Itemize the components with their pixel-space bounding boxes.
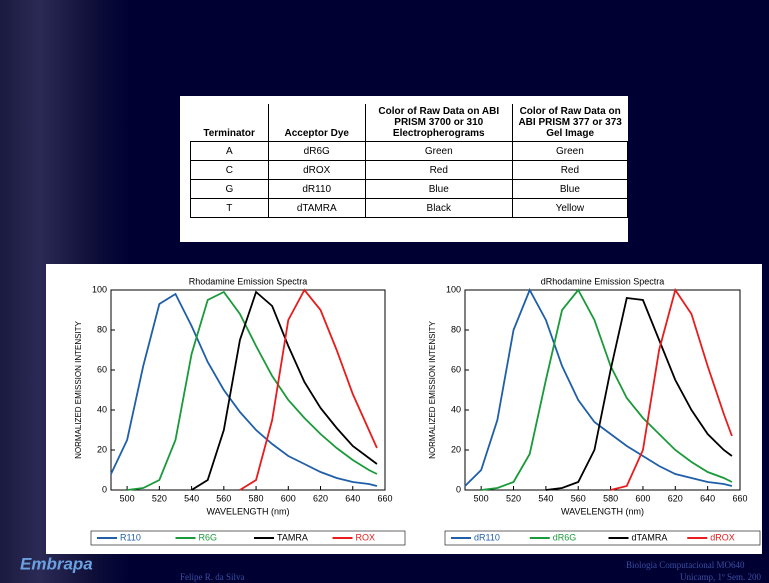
x-tick-label: 640 [700,493,715,503]
series-line [545,297,733,491]
legend-label: R110 [120,532,141,542]
table-cell: Yellow [511,198,629,218]
legend-label: dR110 [474,532,500,542]
series-line [191,290,378,491]
y-tick-label: 100 [92,284,107,294]
y-tick-label: 40 [97,404,107,414]
x-tick-label: 500 [120,493,135,503]
x-tick-label: 660 [732,493,747,503]
y-tick-label: 0 [102,484,107,494]
x-tick-label: 660 [377,493,392,503]
table-cell: dTAMRA [267,198,366,218]
x-tick-label: 540 [538,493,553,503]
x-tick-label: 620 [668,493,683,503]
header-cell: Acceptor Dye [267,104,366,142]
legend-box [444,530,761,546]
plot-frame [464,289,741,491]
y-tick-label: 100 [446,284,461,294]
logo: Embrapa [20,554,93,573]
chart-panel [46,264,762,554]
header-cell: Color of Raw Data on ABI PRISM 377 or 37… [511,104,628,142]
y-tick-label: 80 [451,324,461,334]
x-axis-label: WAVELENGTH (nm) [561,506,644,516]
x-tick-label: 520 [506,493,521,503]
y-tick-label: 20 [451,444,461,454]
legend-label: dTAMRA [632,532,668,542]
x-axis-label: WAVELENGTH (nm) [206,506,289,516]
x-tick-label: 580 [249,493,264,503]
y-axis-label: NORMALIZED EMISSION INTENSITY [428,320,437,458]
y-tick-label: 60 [451,364,461,374]
x-tick-label: 620 [313,493,328,503]
term: Unicamp, 1º Sem. 200 [680,572,762,582]
author: Felipe R. da Silva [180,572,245,582]
terminator-table: Terminator Acceptor Dye Color of Raw Dat… [190,104,629,218]
legend-label: dR6G [553,532,577,542]
chart-title: Rhodamine Emission Spectra [189,276,308,286]
x-tick-label: 640 [345,493,360,503]
header-cell: Terminator [190,104,269,142]
header-cell: Color of Raw Data on ABI PRISM 3700 or 3… [364,104,513,142]
series-line [127,290,378,491]
chart-title: dRhodamine Emission Spectra [541,276,665,286]
legend-box [90,530,406,546]
series-line [610,287,733,491]
x-tick-label: 500 [474,493,489,503]
table-panel: Terminator Acceptor Dye Color of Raw Dat… [180,96,629,242]
y-tick-label: 20 [97,444,107,454]
series-line [110,292,378,487]
legend-label: R6G [199,532,218,542]
x-tick-label: 560 [571,493,586,503]
x-tick-label: 540 [184,493,199,503]
plot-frame [110,289,386,491]
y-tick-label: 80 [97,324,107,334]
series-line [239,288,378,491]
course: Biologia Computacional MO640 [626,560,745,570]
x-tick-label: 520 [152,493,167,503]
series-line [464,287,733,487]
x-tick-label: 580 [603,493,618,503]
y-tick-label: 60 [97,364,107,374]
y-axis-label: NORMALIZED EMISSION INTENSITY [74,320,83,458]
legend-label: dROX [710,532,735,542]
x-tick-label: 560 [216,493,231,503]
header-row: Terminator Acceptor Dye Color of Raw Dat… [190,104,628,142]
y-tick-label: 40 [451,404,461,414]
x-tick-label: 600 [635,493,650,503]
x-tick-label: 600 [281,493,296,503]
legend-label: TAMRA [277,532,308,542]
y-tick-label: 0 [456,484,461,494]
legend-label: ROX [356,532,376,542]
